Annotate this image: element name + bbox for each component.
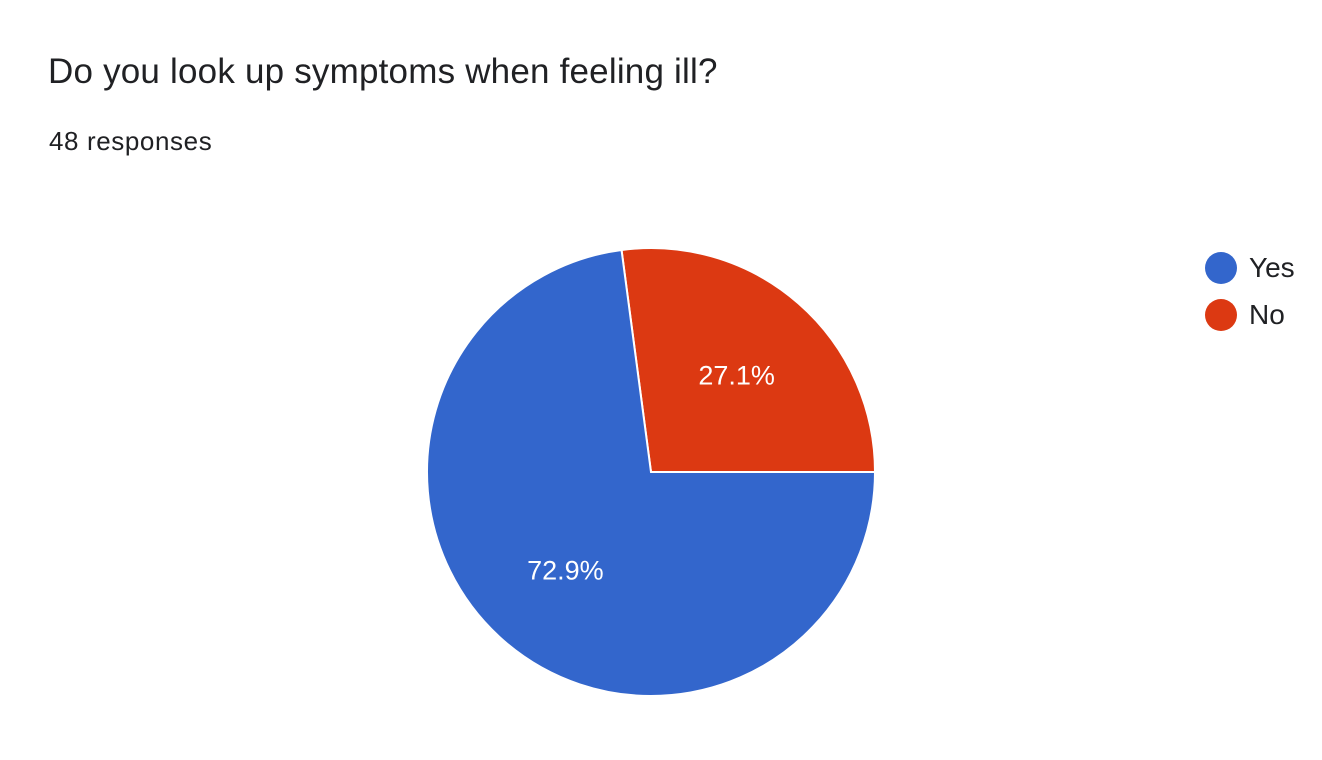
legend-item-no[interactable]: No	[1205, 291, 1295, 338]
question-title: Do you look up symptoms when feeling ill…	[48, 52, 718, 91]
chart-legend: Yes No	[1205, 244, 1295, 338]
legend-swatch-no	[1205, 298, 1237, 331]
response-count: 48 responses	[49, 126, 213, 156]
pie-slice-yes[interactable]	[426, 248, 877, 697]
pie-label-no: 27.1%	[698, 360, 775, 390]
legend-item-yes[interactable]: Yes	[1205, 244, 1295, 291]
pie-label-yes: 72.9%	[527, 556, 604, 586]
legend-label-no: No	[1249, 298, 1285, 330]
legend-swatch-yes	[1205, 251, 1237, 284]
legend-label-yes: Yes	[1249, 251, 1295, 283]
pie-slice-no[interactable]	[620, 247, 877, 473]
